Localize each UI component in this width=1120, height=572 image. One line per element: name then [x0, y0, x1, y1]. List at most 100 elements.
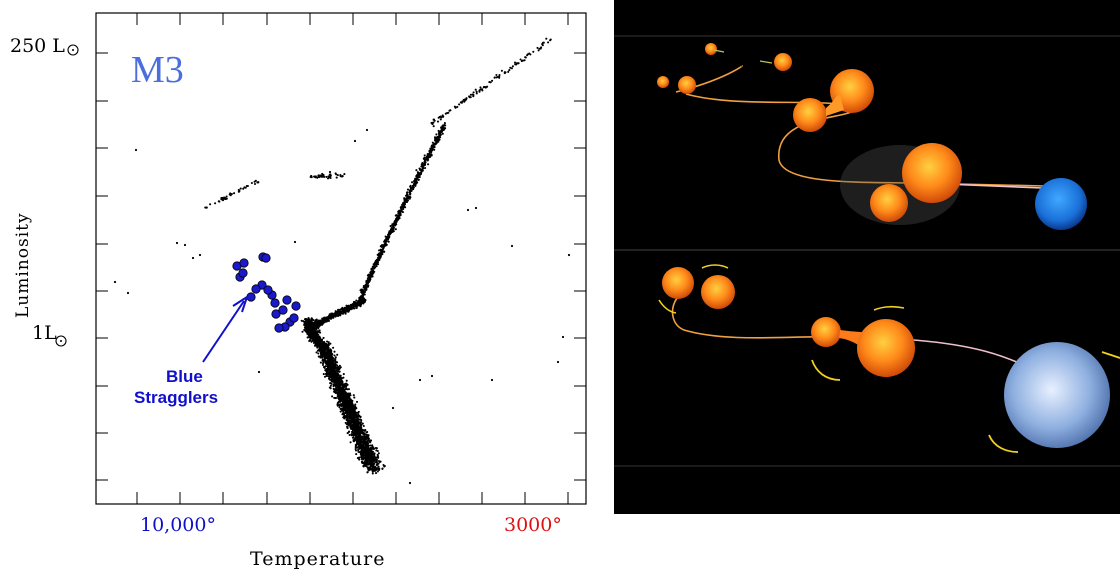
star-point	[346, 426, 349, 429]
star-point	[324, 349, 327, 352]
star-point	[329, 387, 332, 390]
star-point	[372, 457, 375, 460]
star-point	[134, 148, 138, 152]
blue-straggler-point	[261, 253, 271, 263]
blue-straggler-point	[278, 305, 288, 315]
star-point	[523, 59, 526, 62]
star-point	[336, 368, 340, 371]
star-point	[346, 306, 349, 309]
star-icon	[857, 319, 915, 377]
star-point	[354, 410, 357, 413]
star-point	[304, 329, 307, 333]
orbit-track-top-pink	[943, 183, 1043, 189]
star-point	[332, 368, 335, 371]
star-point	[339, 389, 342, 392]
star-point	[346, 432, 349, 435]
star-point	[370, 272, 373, 275]
star-point	[394, 223, 398, 226]
star-point	[323, 321, 326, 324]
star-point	[372, 447, 375, 450]
blue-straggler-point	[282, 295, 292, 305]
star-point	[369, 444, 372, 447]
star-point	[362, 286, 365, 289]
star-point	[354, 403, 357, 406]
star-point	[370, 455, 373, 458]
star-point	[524, 56, 527, 59]
star-point	[338, 390, 341, 393]
star-point	[345, 416, 348, 419]
star-icon	[701, 275, 735, 309]
star-point	[355, 414, 358, 417]
star-point	[209, 203, 212, 206]
star-point	[368, 277, 371, 280]
star-point	[395, 216, 398, 219]
star-point	[313, 325, 316, 328]
star-point	[306, 322, 309, 325]
rotation-arrow-icon	[658, 299, 677, 314]
axis-ticks	[96, 13, 586, 504]
star-point	[319, 351, 323, 355]
star-point	[327, 356, 330, 359]
star-point	[339, 366, 342, 369]
star-point	[322, 360, 325, 363]
star-point	[334, 356, 337, 359]
star-point	[250, 181, 253, 185]
star-point	[310, 318, 313, 322]
star-point	[424, 166, 427, 170]
star-point	[343, 384, 346, 387]
star-point	[239, 187, 242, 190]
star-point	[335, 378, 338, 381]
star-point	[330, 380, 333, 383]
star-icon	[705, 43, 717, 55]
star-point	[503, 72, 506, 75]
star-point	[322, 373, 325, 376]
star-point	[353, 305, 356, 308]
star-point	[326, 352, 329, 355]
star-point	[394, 228, 397, 231]
star-point	[371, 444, 374, 447]
star-point	[421, 166, 424, 169]
star-point	[402, 201, 406, 204]
star-point	[348, 430, 351, 433]
star-point	[408, 189, 411, 192]
star-point	[355, 429, 358, 432]
star-point	[359, 421, 362, 424]
star-point	[431, 141, 434, 144]
star-point	[443, 122, 446, 125]
star-point	[441, 125, 444, 128]
star-point	[515, 63, 518, 66]
star-point	[347, 402, 351, 405]
star-point	[308, 339, 311, 343]
star-point	[347, 420, 350, 423]
star-point	[357, 425, 360, 428]
star-point	[440, 127, 443, 130]
star-point	[257, 370, 261, 374]
annotation-line-1: Blue	[166, 367, 203, 386]
star-point	[417, 178, 420, 181]
star-point	[333, 378, 336, 381]
star-point	[233, 192, 236, 195]
star-point	[382, 245, 385, 248]
star-point	[389, 232, 392, 235]
star-point	[361, 299, 364, 303]
star-point	[351, 303, 354, 306]
star-point	[367, 456, 370, 459]
star-point	[541, 43, 544, 46]
star-point	[461, 100, 464, 103]
star-point	[333, 373, 336, 376]
star-point	[339, 410, 342, 413]
star-point	[371, 269, 375, 272]
star-point	[325, 351, 328, 354]
star-point	[411, 181, 414, 184]
star-point	[378, 256, 381, 259]
star-point	[353, 416, 356, 419]
star-point	[329, 384, 332, 387]
star-point	[359, 298, 362, 301]
star-point	[465, 97, 468, 100]
star-point	[340, 390, 343, 393]
star-point	[444, 127, 447, 130]
star-point	[326, 348, 329, 352]
star-point	[355, 446, 358, 449]
star-point	[348, 406, 351, 409]
star-point	[341, 306, 344, 309]
